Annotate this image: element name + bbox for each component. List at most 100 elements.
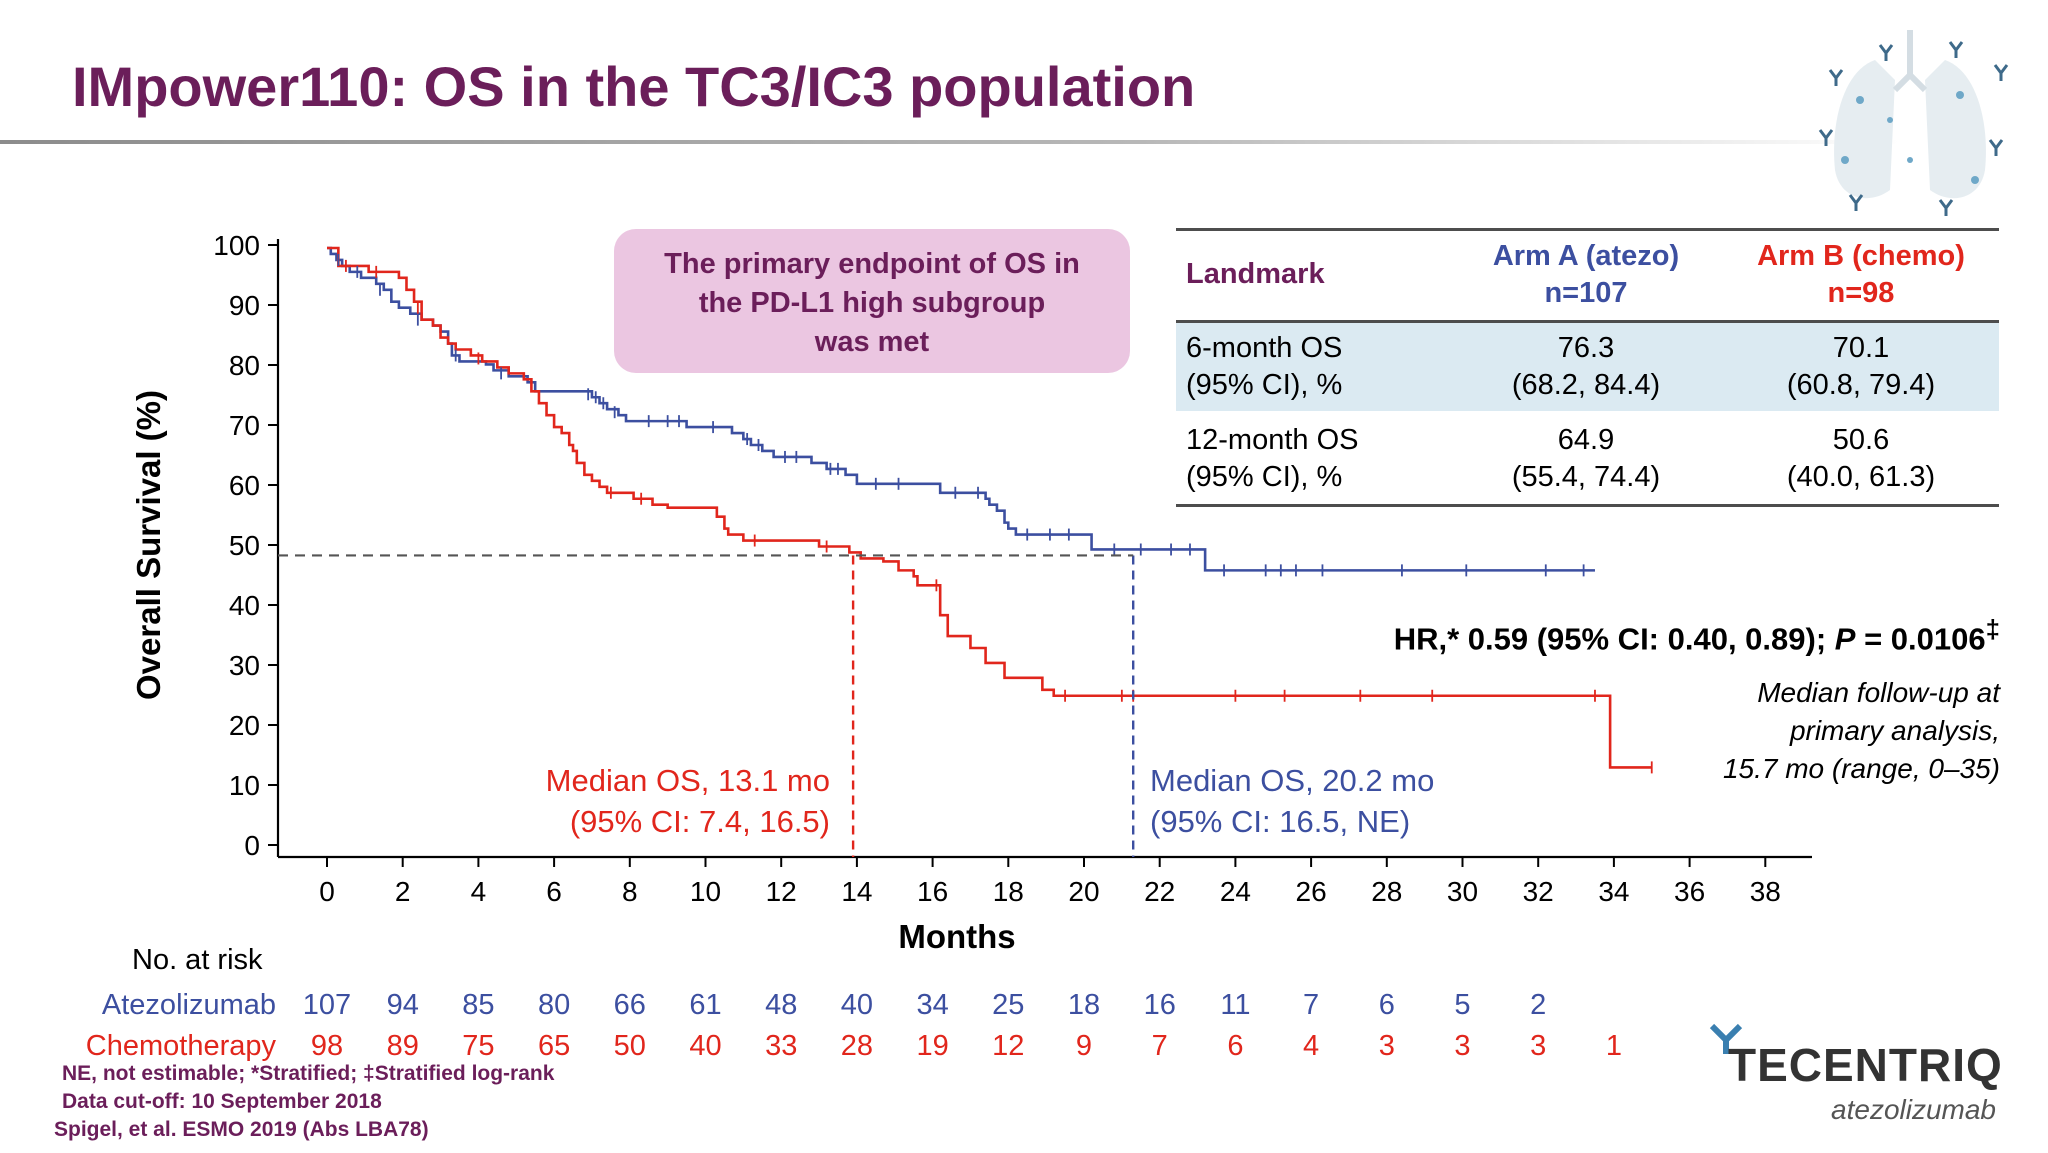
brand-generic: atezolizumab [1831,1094,1996,1125]
x-tick-label: 12 [766,876,797,907]
row1-arm-a-ci: (68.2, 84.4) [1511,369,1661,401]
followup-line3: 15.7 mo (range, 0–35) [1722,753,2000,784]
hr-sup: ‡ [1985,616,2000,644]
risk-label-atezo: Atezolizumab [102,989,276,1021]
risk-count-chemo: 6 [1227,1030,1243,1062]
risk-count-atezo: 18 [1068,989,1100,1021]
hr-p-label: P [1834,621,1856,657]
risk-count-atezo: 5 [1454,989,1470,1021]
row1-arm-a: 76.3 (68.2, 84.4) [1436,330,1736,404]
x-tick-label: 36 [1674,876,1705,907]
x-tick-label: 2 [395,876,411,907]
header-arm-a-line2: n=107 [1544,277,1628,309]
risk-count-chemo: 1 [1606,1030,1622,1062]
risk-count-chemo: 12 [992,1030,1024,1062]
risk-count-atezo: 40 [841,989,873,1021]
risk-heading: No. at risk [132,944,263,976]
curves-layer [327,246,1652,769]
row2-arm-b: 50.6 (40.0, 61.3) [1726,422,1996,496]
risk-count-atezo: 11 [1220,989,1250,1021]
title-divider [0,140,1900,144]
tecentriq-logo: TECENTRIQ atezolizumab [1700,1018,2020,1138]
risk-count-chemo: 50 [614,1030,646,1062]
risk-count-chemo: 33 [765,1030,797,1062]
x-tick-label: 14 [841,876,872,907]
risk-count-atezo: 107 [303,989,351,1021]
risk-count-chemo: 40 [689,1030,721,1062]
x-tick-label: 8 [622,876,638,907]
median-blue-line1: Median OS, 20.2 mo [1150,763,1434,798]
risk-count-chemo: 4 [1303,1030,1319,1062]
callout-line2: the PD-L1 high subgroup [698,287,1046,319]
row1-label: 6-month OS (95% CI), % [1186,330,1342,404]
y-tick-label: 70 [229,410,260,441]
footnote-cutoff: Data cut-off: 10 September 2018 [62,1090,382,1113]
y-tick-label: 20 [229,710,260,741]
x-tick-label: 18 [993,876,1024,907]
risk-count-atezo: 66 [614,989,646,1021]
x-tick-label: 38 [1750,876,1781,907]
x-tick-label: 10 [690,876,721,907]
risk-count-chemo: 9 [1076,1030,1092,1062]
risk-count-chemo: 28 [841,1030,873,1062]
callout-line1: The primary endpoint of OS in [664,248,1080,280]
header-arm-a: Arm A (atezo) n=107 [1436,238,1736,312]
header-landmark: Landmark [1186,258,1325,290]
y-tick-label: 60 [229,470,260,501]
x-tick-label: 24 [1220,876,1251,907]
risk-count-chemo: 75 [462,1030,494,1062]
row1-arm-a-value: 76.3 [1557,332,1615,364]
header-arm-b-line1: Arm B (chemo) [1757,240,1965,272]
row2-label-line1: 12-month OS [1186,424,1359,456]
x-tick-label: 30 [1447,876,1478,907]
y-tick-label: 50 [229,530,260,561]
x-tick-label: 32 [1523,876,1554,907]
x-tick-label: 22 [1144,876,1175,907]
table-bottom-rule [1176,504,1999,507]
hr-part2: = 0.0106 [1855,621,1986,657]
risk-count-atezo: 7 [1303,989,1319,1021]
footnote-abbreviations: NE, not estimable; *Stratified; ‡Stratif… [62,1062,555,1085]
risk-count-chemo: 3 [1530,1030,1546,1062]
risk-count-chemo: 89 [387,1030,419,1062]
censor-marks-layer [337,253,1653,774]
table-header-rule [1176,320,1999,323]
risk-count-chemo: 7 [1152,1030,1168,1062]
followup-line1: Median follow-up at [1757,677,2000,708]
y-tick-label: 30 [229,650,260,681]
risk-count-atezo: 2 [1530,989,1546,1021]
row2-arm-b-value: 50.6 [1832,424,1890,456]
y-tick-label: 90 [229,290,260,321]
x-tick-label: 28 [1371,876,1402,907]
y-tick-label: 80 [229,350,260,381]
x-tick-label: 4 [471,876,487,907]
risk-label-chemo: Chemotherapy [86,1030,277,1062]
risk-count-chemo: 3 [1454,1030,1470,1062]
risk-count-atezo: 85 [462,989,494,1021]
risk-count-atezo: 48 [765,989,797,1021]
followup-line2: primary analysis, [1789,715,2000,746]
header-arm-b: Arm B (chemo) n=98 [1726,238,1996,312]
x-tick-label: 20 [1068,876,1099,907]
risk-count-atezo: 25 [992,989,1024,1021]
x-axis-label: Months [898,918,1015,955]
x-tick-label: 26 [1296,876,1327,907]
x-tick-label: 6 [546,876,562,907]
lungs-antibody-illustration [1818,30,2009,216]
row2-arm-a-value: 64.9 [1557,424,1615,456]
row2-arm-b-ci: (40.0, 61.3) [1786,461,1936,493]
tecentriq-logo-mark [1709,1023,1743,1054]
median-reference-lines: Median OS, 13.1 mo (95% CI: 7.4, 16.5) Med… [278,554,1434,857]
median-blue-line2: (95% CI: 16.5, NE) [1150,804,1410,839]
y-tick-label: 100 [213,230,260,261]
row2-label-line2: (95% CI), % [1186,461,1343,493]
risk-count-atezo: 61 [689,989,721,1021]
risk-count-chemo: 65 [538,1030,570,1062]
y-tick-label: 0 [244,830,260,861]
row1-label-line1: 6-month OS [1186,332,1343,364]
x-tick-label: 34 [1598,876,1629,907]
table-row-band [1176,323,1999,411]
risk-count-atezo: 80 [538,989,570,1021]
row1-label-line2: (95% CI), % [1186,369,1343,401]
